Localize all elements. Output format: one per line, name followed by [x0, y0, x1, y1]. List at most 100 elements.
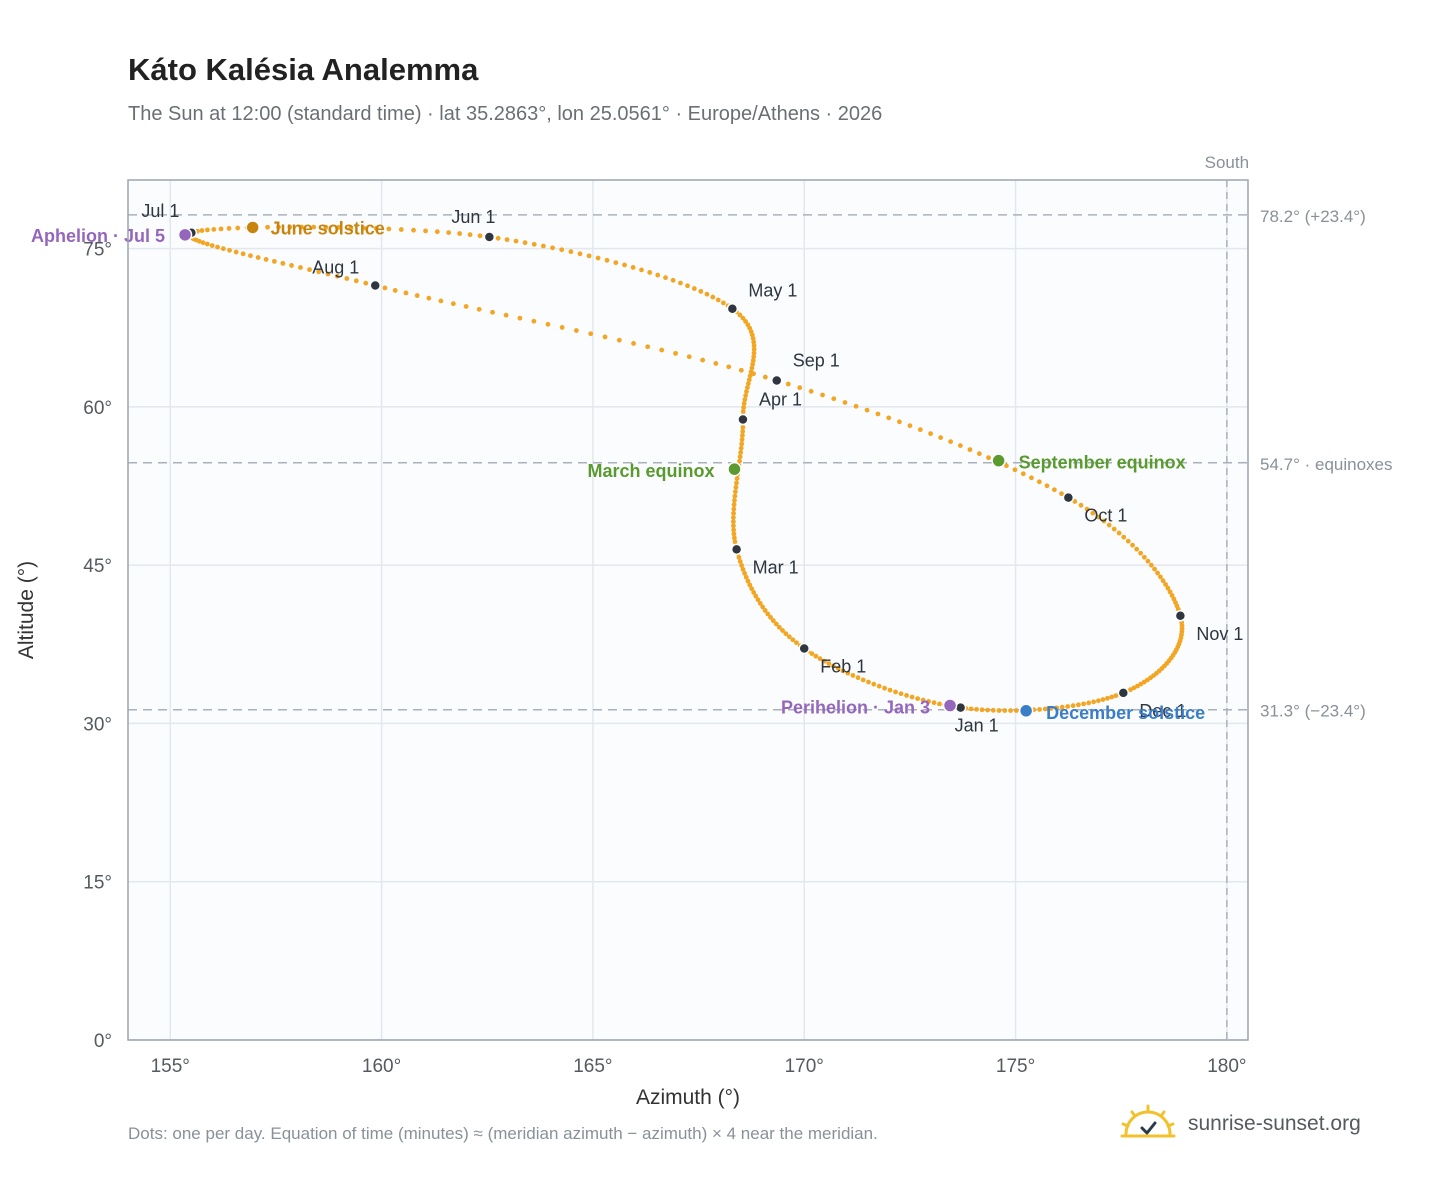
daily-sun-dot — [743, 574, 749, 580]
daily-sun-dot — [749, 586, 755, 592]
daily-sun-dot — [226, 226, 232, 231]
daily-sun-dot — [1141, 554, 1147, 560]
daily-sun-dot — [1116, 530, 1122, 536]
month-label: Sep 1 — [793, 350, 840, 370]
daily-sun-dot — [1059, 491, 1064, 497]
daily-sun-dot — [588, 331, 594, 337]
event-point — [727, 461, 742, 477]
daily-sun-dot — [731, 506, 737, 512]
daily-sun-dot — [887, 687, 893, 693]
daily-sun-dot — [647, 270, 653, 275]
daily-sun-dot — [323, 224, 329, 230]
daily-sun-dot — [1042, 706, 1048, 712]
daily-sun-dot — [762, 374, 768, 380]
daily-sun-dot — [893, 689, 898, 695]
event-label: Aphelion · Jul 5 — [31, 226, 165, 246]
brand-name: sunrise-sunset.org — [1188, 1112, 1361, 1135]
daily-sun-dot — [204, 241, 210, 247]
daily-sun-dot — [751, 371, 756, 377]
event-point — [942, 698, 958, 713]
y-tick-label: 30° — [83, 714, 112, 735]
daily-sun-dot — [931, 700, 937, 706]
daily-sun-dot — [255, 255, 261, 260]
daily-sun-dot — [531, 318, 537, 324]
daily-sun-dot — [753, 593, 759, 599]
daily-sun-dot — [990, 707, 996, 713]
daily-sun-dot — [477, 233, 483, 239]
daily-sun-dot — [1070, 703, 1076, 709]
month-label: Mar 1 — [753, 557, 799, 577]
daily-sun-dot — [559, 247, 565, 253]
daily-sun-dot — [741, 405, 747, 410]
event-point — [245, 220, 260, 235]
daily-sun-dot — [739, 441, 745, 447]
event-point — [1018, 703, 1034, 719]
reference-lines: South 78.2° (+23.4°) 54.7° · equinoxes 31.3… — [128, 153, 1393, 1040]
daily-sun-dot — [790, 637, 796, 643]
daily-sun-dot — [1013, 708, 1019, 713]
daily-sun-dot — [316, 269, 322, 275]
daily-sun-dot — [215, 244, 220, 250]
daily-sun-dot — [336, 225, 341, 230]
daily-sun-dot — [976, 451, 982, 457]
daily-sun-dot — [1065, 704, 1071, 709]
plot-frame — [127, 179, 1249, 1041]
daily-sun-dot — [476, 306, 482, 312]
daily-sun-dot — [248, 253, 253, 259]
daily-sun-dot — [1072, 499, 1078, 504]
daily-sun-dot — [820, 392, 825, 398]
axis-ticks: 155° 160° 165° 170° 175° 180° 0° 15° 30° 45° 60° 75… — [83, 240, 1246, 1077]
daily-sun-dot — [392, 288, 398, 293]
daily-sun-dot — [574, 328, 579, 333]
daily-sun-dot — [738, 450, 744, 455]
daily-sun-dot — [586, 253, 592, 259]
daily-sun-dot — [673, 350, 678, 356]
daily-sun-dot — [731, 535, 737, 541]
daily-sun-dot — [907, 423, 913, 429]
daily-sun-dot — [897, 419, 902, 425]
daily-sun-dot — [737, 312, 743, 318]
daily-sun-dot — [426, 295, 432, 301]
y-tick-label: 0° — [94, 1031, 112, 1052]
daily-sun-dot — [745, 578, 751, 584]
daily-sun-dot — [307, 267, 312, 273]
daily-sun-dot — [740, 315, 746, 321]
month-label: May 1 — [748, 281, 797, 301]
month-point — [730, 543, 743, 556]
daily-sun-dot — [1008, 708, 1013, 713]
daily-sun-dot — [730, 519, 736, 525]
daily-sun-dot — [882, 685, 887, 691]
daily-sun-dot — [738, 445, 744, 451]
daily-sun-dot — [299, 224, 305, 230]
daily-sun-dot — [265, 224, 270, 230]
daily-sun-dot — [780, 628, 785, 633]
daily-sun-dot — [450, 301, 456, 307]
y-tick-label: 45° — [83, 556, 112, 577]
daily-sun-dot — [704, 291, 710, 297]
event-label: March equinox — [587, 461, 714, 481]
page-subtitle: The Sun at 12:00 (standard time) · lat 3… — [128, 103, 883, 125]
daily-sun-dot — [996, 708, 1002, 713]
daily-sun-dot — [1086, 700, 1092, 706]
daily-sun-dot — [886, 415, 892, 421]
daily-sun-dot — [750, 361, 756, 367]
daily-sun-dot — [1081, 701, 1087, 707]
daily-sun-dot — [783, 631, 789, 637]
daily-sun-dot — [845, 670, 851, 676]
daily-sun-dot — [698, 288, 704, 294]
month-point — [798, 642, 810, 655]
daily-sun-dot — [1165, 585, 1171, 591]
daily-sun-dot — [817, 656, 823, 662]
daily-sun-dot — [733, 484, 739, 490]
daily-sun-dot — [298, 265, 303, 270]
daily-sun-dot — [495, 235, 501, 241]
daily-sun-dot — [577, 251, 583, 257]
daily-sun-dot — [744, 389, 749, 394]
x-tick-label: 175° — [996, 1056, 1035, 1077]
daily-sun-dot — [522, 240, 528, 246]
daily-sun-dot — [732, 539, 738, 545]
daily-sun-dot — [311, 224, 317, 230]
x-tick-label: 180° — [1207, 1056, 1246, 1077]
month-point — [737, 413, 749, 426]
daily-sun-dot — [835, 666, 841, 671]
